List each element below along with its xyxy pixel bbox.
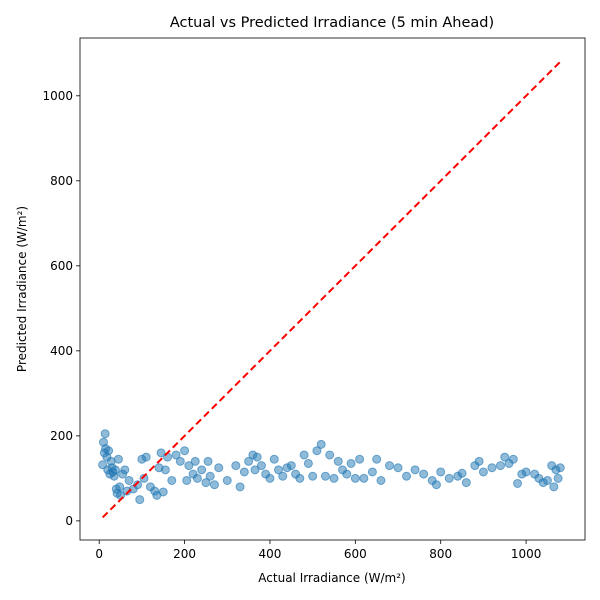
scatter-point: [203, 456, 213, 466]
scatter-point: [384, 461, 394, 471]
scatter-point: [303, 458, 313, 468]
x-tick-label: 600: [344, 547, 367, 561]
scatter-point: [244, 456, 254, 466]
scatter-point: [350, 473, 360, 483]
scatter-point: [113, 454, 123, 464]
scatter-point: [139, 473, 149, 483]
scatter-point: [209, 480, 219, 490]
scatter-point: [197, 465, 207, 475]
scatter-point: [222, 475, 232, 485]
scatter-point: [135, 495, 145, 505]
scatter-point: [205, 471, 215, 481]
x-axis-label: Actual Irradiance (W/m²): [258, 571, 405, 585]
scatter-point: [158, 487, 168, 497]
scatter-point: [214, 463, 224, 473]
scatter-point: [252, 452, 262, 462]
scatter-point: [141, 452, 151, 462]
scatter-point: [104, 446, 114, 456]
scatter-point: [513, 478, 523, 488]
scatter-point: [180, 446, 190, 456]
scatter-point: [190, 456, 200, 466]
scatter-point: [239, 467, 249, 477]
chart-title: Actual vs Predicted Irradiance (5 min Ah…: [170, 15, 494, 31]
scatter-point: [295, 473, 305, 483]
scatter-point: [342, 469, 352, 479]
scatter-point: [431, 480, 441, 490]
scatter-point: [250, 465, 260, 475]
scatter-point: [372, 454, 382, 464]
x-tick-label: 400: [259, 547, 282, 561]
scatter-point: [495, 461, 505, 471]
scatter-point: [110, 465, 120, 475]
scatter-point: [333, 456, 343, 466]
scatter-point: [235, 482, 245, 492]
scatter-point: [124, 475, 134, 485]
scatter-point: [355, 454, 365, 464]
scatter-point: [436, 467, 446, 477]
x-tick-label: 1000: [511, 547, 542, 561]
scatter-point: [115, 482, 125, 492]
scatter-point: [410, 465, 420, 475]
scatter-point: [312, 446, 322, 456]
y-tick-label: 200: [50, 429, 73, 443]
scatter-point: [419, 469, 429, 479]
scatter-point: [231, 461, 241, 471]
scatter-point: [133, 480, 143, 490]
scatter-point: [299, 450, 309, 460]
scatter-point: [175, 456, 185, 466]
scatter-point: [444, 473, 454, 483]
scatter-point: [265, 473, 275, 483]
scatter-point: [167, 475, 177, 485]
scatter-point: [160, 465, 170, 475]
scatter-point: [192, 473, 202, 483]
reference-line: [101, 61, 561, 519]
y-tick-label: 400: [50, 344, 73, 358]
scatter-point: [500, 452, 510, 462]
scatter-point: [182, 475, 192, 485]
x-tick-label: 200: [173, 547, 196, 561]
scatter-point: [478, 467, 488, 477]
plot-frame: [79, 37, 586, 541]
scatter-point: [269, 454, 279, 464]
x-tick-label: 0: [95, 547, 103, 561]
scatter-point: [278, 471, 288, 481]
scatter-point: [393, 463, 403, 473]
scatter-point: [329, 473, 339, 483]
x-tick-label: 800: [429, 547, 452, 561]
scatter-point: [542, 475, 552, 485]
scatter-point: [555, 463, 565, 473]
scatter-point: [201, 478, 211, 488]
scatter-point: [346, 458, 356, 468]
scatter-point: [359, 473, 369, 483]
scatter-point: [521, 467, 531, 477]
scatter-point: [325, 450, 335, 460]
scatter-point: [402, 471, 412, 481]
scatter-point: [120, 465, 130, 475]
y-tick-label: 0: [65, 514, 73, 528]
scatter-point: [461, 478, 471, 488]
scatter-point: [457, 468, 467, 478]
scatter-point: [273, 465, 283, 475]
scatter-point: [474, 456, 484, 466]
scatter-point: [508, 454, 518, 464]
y-tick-label: 600: [50, 259, 73, 273]
scatter-point: [487, 463, 497, 473]
scatter-point: [156, 448, 166, 458]
scatter-point: [549, 482, 559, 492]
scatter-point: [376, 475, 386, 485]
scatter-point: [320, 471, 330, 481]
scatter-point: [553, 473, 563, 483]
y-tick-label: 800: [50, 174, 73, 188]
scatter-point: [308, 471, 318, 481]
scatter-point: [184, 461, 194, 471]
scatter-point: [316, 439, 326, 449]
scatter-point: [100, 429, 110, 439]
scatter-point: [256, 461, 266, 471]
y-tick-label: 1000: [42, 89, 73, 103]
y-axis-label: Predicted Irradiance (W/m²): [15, 206, 29, 372]
scatter-point: [171, 450, 181, 460]
scatter-point: [367, 467, 377, 477]
scatter-point: [286, 461, 296, 471]
